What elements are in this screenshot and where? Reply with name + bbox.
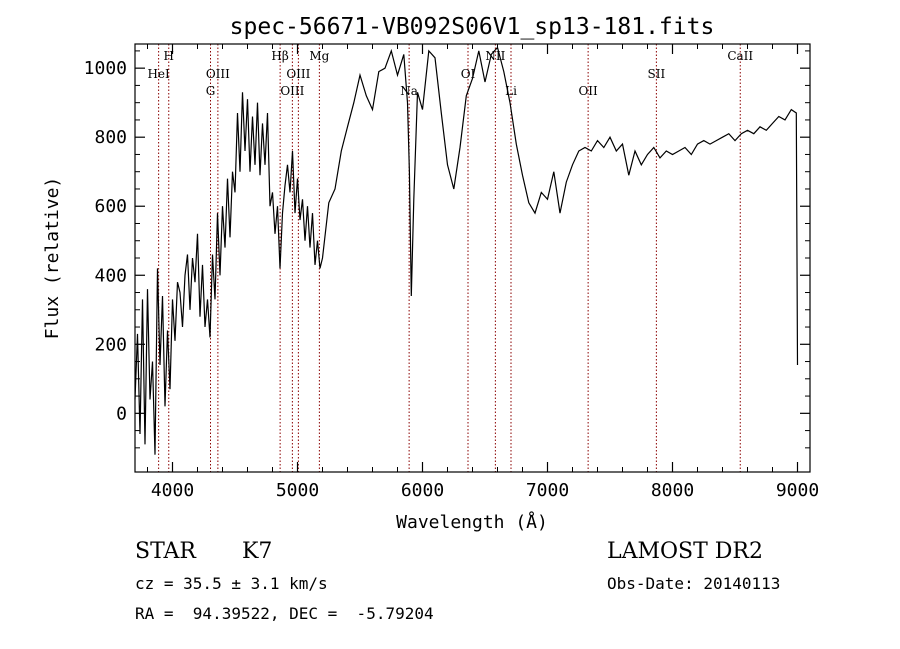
x-tick-label: 8000	[651, 480, 694, 501]
spectral-line-label: Li	[505, 84, 517, 98]
x-tick-label: 7000	[526, 480, 569, 501]
spectral-line-label: CaII	[727, 49, 753, 63]
spectral-line-label: Na	[400, 84, 418, 98]
spectral-line-label: Mg	[309, 49, 329, 63]
y-tick-label: 800	[94, 127, 127, 148]
spectral-line-label: NII	[485, 49, 505, 63]
y-tick-label: 400	[94, 265, 127, 286]
object-class: STAR	[135, 539, 196, 564]
redshift-info: cz = 35.5 ± 3.1 km/s	[135, 574, 328, 593]
y-axis-label: Flux (relative)	[42, 177, 63, 340]
plot-frame	[134, 43, 811, 473]
y-tick-label: 600	[94, 196, 127, 217]
spectral-line-label: OIII	[280, 84, 304, 98]
spectral-line-label: OIII	[206, 67, 230, 81]
spectral-line-label: Hβ	[271, 49, 288, 63]
spectrum-line	[134, 46, 799, 455]
spectral-line-label: SII	[648, 67, 666, 81]
spectral-lines-layer: HeI H G OIII Hβ OIII OIII Mg Na OI NII Li OII SII CaII	[147, 44, 753, 472]
x-tick-label: 9000	[776, 480, 819, 501]
survey-name: LAMOST DR2	[607, 539, 763, 564]
x-axis-label: Wavelength (Å)	[396, 511, 548, 533]
spectral-line-label: H	[164, 49, 174, 63]
x-tick-label: 4000	[151, 480, 194, 501]
spectral-line-label: OIII	[286, 67, 310, 81]
y-tick-label: 0	[116, 403, 127, 424]
observation-date: Obs-Date: 20140113	[607, 574, 781, 593]
spectral-line-label: OII	[578, 84, 598, 98]
y-tick-label: 1000	[84, 58, 127, 79]
y-tick-label: 200	[94, 334, 127, 355]
spectral-line-label: OI	[461, 67, 476, 81]
axis-ticks: 4000 5000 6000 7000 8000 9000 0 200 400 600 800 100…	[84, 44, 819, 501]
x-tick-label: 6000	[401, 480, 444, 501]
chart-title: spec-56671-VB092S06V1_sp13-181.fits	[230, 14, 715, 40]
x-tick-label: 5000	[276, 480, 319, 501]
coordinates-info: RA = 94.39522, DEC = -5.79204	[135, 604, 434, 623]
spectral-line-label: G	[206, 84, 216, 98]
object-subclass: K7	[242, 539, 273, 564]
spectral-line-label: HeI	[147, 67, 170, 81]
